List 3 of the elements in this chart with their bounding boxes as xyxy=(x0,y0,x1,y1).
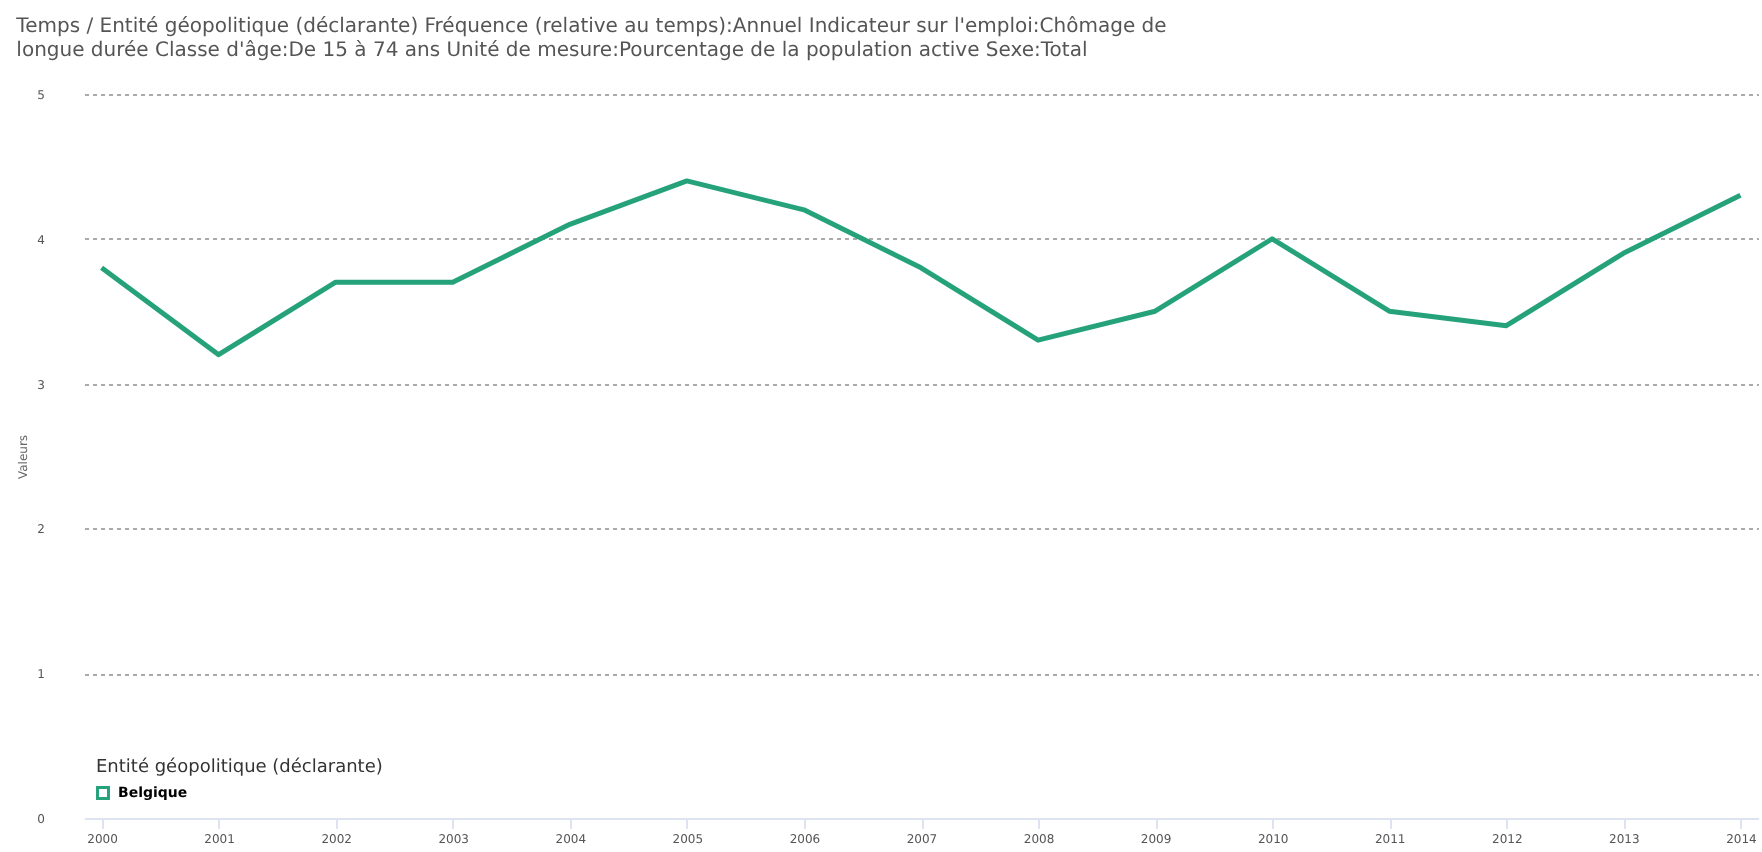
chart-title: Temps / Entité géopolitique (déclarante) Fréquence (relative au temps):Annuel Indicateur sur l'emploi:Chômage de longue durée Classe d'âge:De 15 à 74 ans Unité de mesure:Pourcentage de la population active Sexe:Total xyxy=(14,16,1167,62)
legend-title: Entité géopolitique (déclarante) xyxy=(96,756,383,778)
line-series xyxy=(99,178,1743,358)
